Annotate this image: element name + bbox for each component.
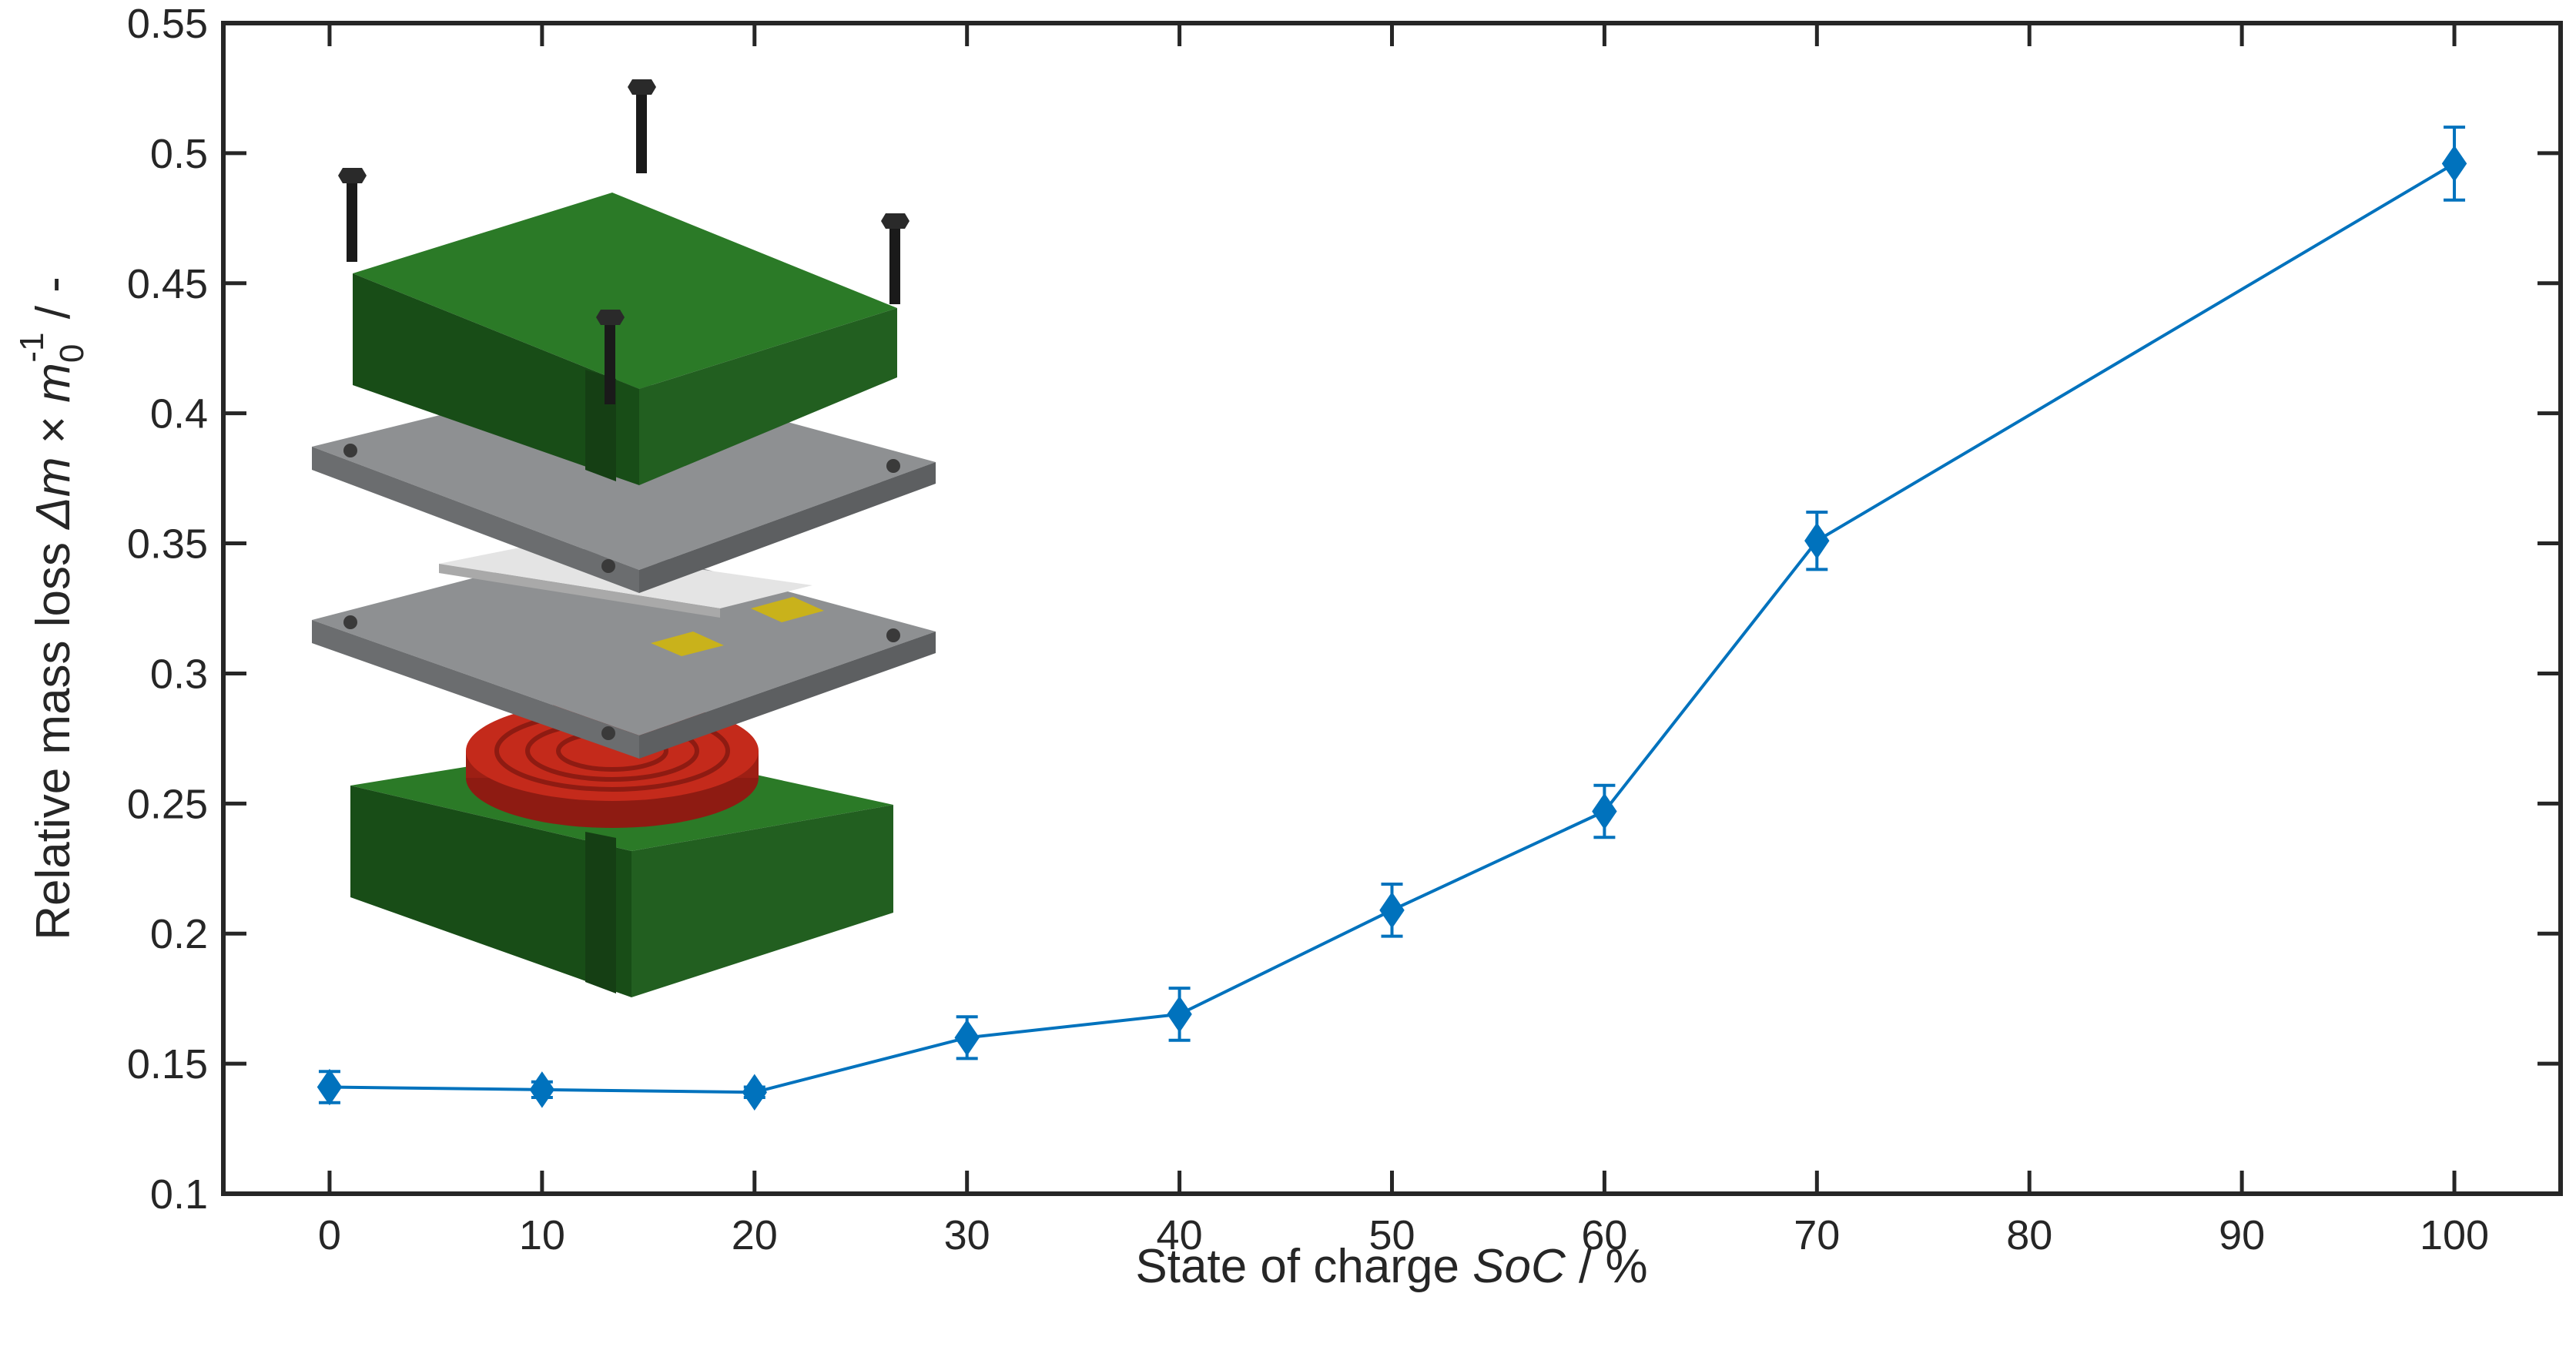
data-point-marker [317, 1068, 343, 1106]
data-point-marker [1592, 792, 1617, 830]
x-tick-label: 80 [2006, 1212, 2052, 1258]
data-point-marker [529, 1071, 555, 1108]
x-tick-label: 50 [1368, 1212, 1415, 1258]
y-tick-label: 0.4 [150, 391, 208, 437]
y-tick-label: 0.3 [150, 651, 208, 697]
cell-holder-exploded-view-icon [312, 79, 936, 997]
data-point-marker [1804, 522, 1830, 559]
top-clamp-block [353, 193, 897, 485]
data-point-marker [2441, 145, 2467, 183]
y-tick-label: 0.45 [127, 261, 208, 307]
x-tick-label: 60 [1581, 1212, 1627, 1258]
y-axis-tick-labels: 0.1 0.15 0.2 0.25 0.3 0.35 0.4 0.45 0.5 0.55 [127, 1, 208, 1218]
data-point-marker [742, 1074, 767, 1111]
x-axis-ticks [327, 23, 2457, 1194]
y-tick-label: 0.25 [127, 781, 208, 827]
y-tick-label: 0.1 [150, 1171, 208, 1218]
x-tick-label: 30 [944, 1212, 990, 1258]
data-point-marker [954, 1019, 980, 1057]
x-axis-tick-labels: 0 10 20 30 40 50 60 70 80 90 100 [318, 1212, 2489, 1258]
x-axis-title: State of charge SoC / % [1135, 1240, 1647, 1293]
x-tick-label: 100 [2420, 1212, 2489, 1258]
x-tick-label: 10 [519, 1212, 565, 1258]
data-point-marker [1379, 892, 1405, 929]
y-tick-label: 0.15 [127, 1041, 208, 1087]
y-tick-label: 0.35 [127, 521, 208, 568]
y-axis-title: Relative mass loss Δm × m0-1 / - [13, 276, 91, 940]
bolts [338, 79, 909, 404]
y-tick-label: 0.55 [127, 1, 208, 47]
data-point-marker [1167, 996, 1192, 1033]
x-tick-label: 0 [318, 1212, 341, 1258]
y-tick-label: 0.2 [150, 911, 208, 957]
x-tick-label: 70 [1794, 1212, 1840, 1258]
data-markers-group [317, 145, 2467, 1111]
x-tick-label: 40 [1157, 1212, 1203, 1258]
y-axis-ticks [223, 21, 2561, 1196]
x-tick-label: 90 [2219, 1212, 2265, 1258]
y-tick-label: 0.5 [150, 131, 208, 177]
x-tick-label: 20 [732, 1212, 778, 1258]
